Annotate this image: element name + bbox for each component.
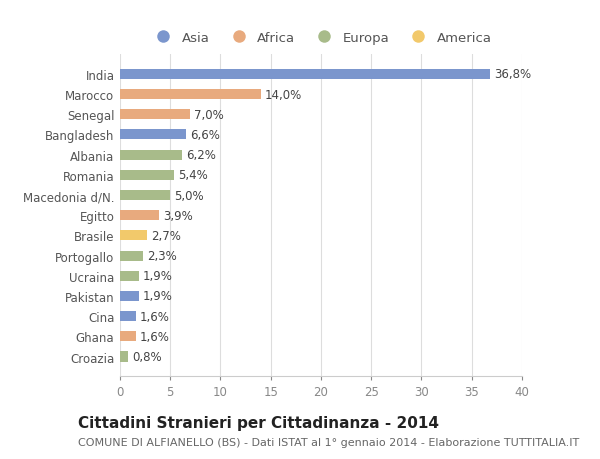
Bar — [120, 90, 260, 100]
Text: 1,6%: 1,6% — [140, 310, 170, 323]
Bar — [120, 311, 136, 321]
Text: 3,9%: 3,9% — [163, 209, 193, 222]
Text: 1,6%: 1,6% — [140, 330, 170, 343]
Text: 6,2%: 6,2% — [187, 149, 216, 162]
Text: 14,0%: 14,0% — [265, 89, 302, 101]
Bar — [120, 211, 159, 221]
Bar — [120, 70, 490, 80]
Text: 0,8%: 0,8% — [132, 350, 161, 363]
Text: 36,8%: 36,8% — [494, 68, 531, 81]
Text: 2,7%: 2,7% — [151, 230, 181, 242]
Text: COMUNE DI ALFIANELLO (BS) - Dati ISTAT al 1° gennaio 2014 - Elaborazione TUTTITA: COMUNE DI ALFIANELLO (BS) - Dati ISTAT a… — [78, 437, 579, 447]
Text: 5,0%: 5,0% — [174, 189, 204, 202]
Bar — [120, 331, 136, 341]
Bar — [120, 291, 139, 302]
Bar — [120, 110, 190, 120]
Bar — [120, 190, 170, 201]
Bar — [120, 352, 128, 362]
Bar — [120, 271, 139, 281]
Bar — [120, 170, 174, 180]
Text: 1,9%: 1,9% — [143, 290, 173, 303]
Text: 5,4%: 5,4% — [178, 169, 208, 182]
Text: 6,6%: 6,6% — [190, 129, 220, 142]
Bar — [120, 150, 182, 160]
Legend: Asia, Africa, Europa, America: Asia, Africa, Europa, America — [145, 26, 497, 50]
Bar — [120, 231, 147, 241]
Text: 1,9%: 1,9% — [143, 270, 173, 283]
Bar — [120, 130, 187, 140]
Text: 7,0%: 7,0% — [194, 108, 224, 122]
Text: Cittadini Stranieri per Cittadinanza - 2014: Cittadini Stranieri per Cittadinanza - 2… — [78, 415, 439, 431]
Bar — [120, 251, 143, 261]
Text: 2,3%: 2,3% — [147, 250, 177, 263]
